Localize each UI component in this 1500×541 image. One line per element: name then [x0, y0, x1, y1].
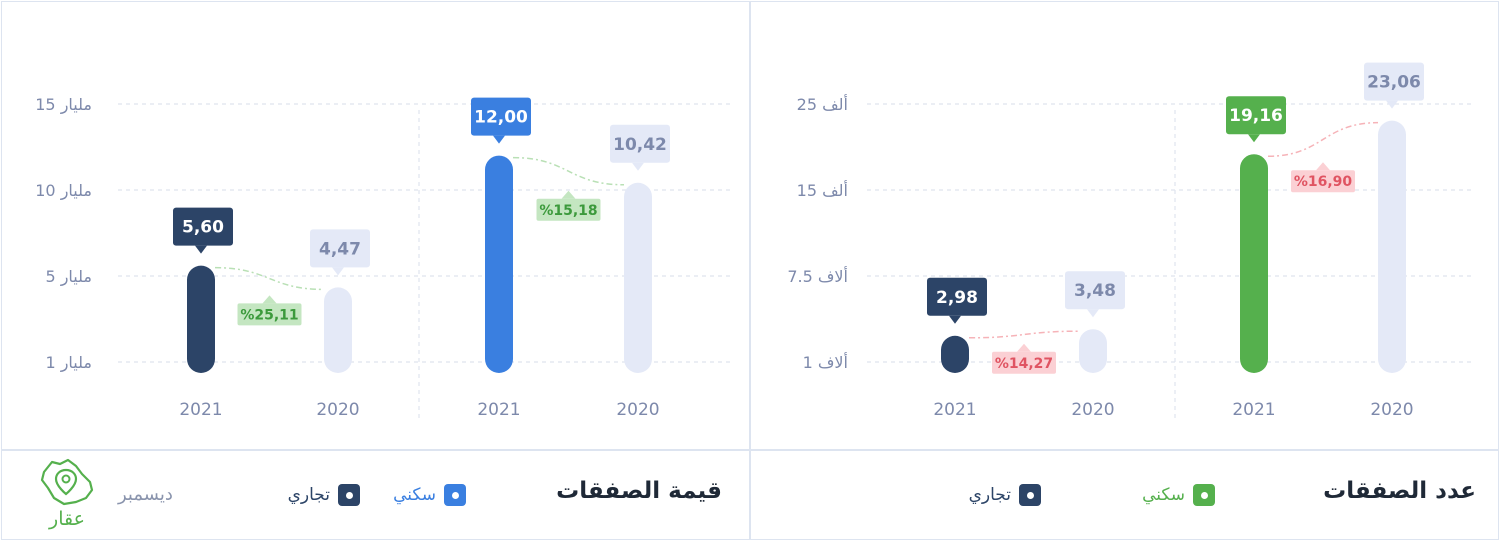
value-legend-residential[interactable]: سكني [393, 484, 466, 506]
value-callout-pointer [1248, 134, 1260, 143]
value-callout-pointer [1386, 100, 1398, 109]
change-badge [992, 351, 1056, 374]
change-badge-label: %15,18 [539, 203, 597, 219]
change-badge [1291, 170, 1355, 193]
value-legend-commercial-label: تجاري [287, 485, 330, 505]
data-label: 4,47 [319, 239, 361, 259]
bar-2020 [1378, 120, 1406, 374]
x-tick-label: 2020 [1370, 400, 1413, 420]
y-tick-label: 15 مليار [35, 95, 92, 115]
change-badge-pointer [1316, 162, 1330, 171]
value-callout-pointer [493, 135, 505, 144]
saudi-map-pin-icon [40, 458, 94, 506]
change-badge-pointer [1017, 343, 1031, 352]
value-callout-pointer [949, 315, 961, 324]
change-badge-label: %14,27 [995, 356, 1053, 372]
y-tick-label: 7.5 ألاف [787, 266, 848, 286]
data-label: 23,06 [1367, 73, 1421, 93]
change-badge-label: %16,90 [1294, 174, 1353, 190]
value-callout-pointer [1087, 309, 1099, 318]
commercial-legend-marker [338, 484, 360, 506]
aqar-logo-text: عقار [49, 508, 85, 530]
count-panel-title: عدد الصفقات [1323, 478, 1476, 504]
value-callout-pointer [195, 245, 207, 254]
trend-curve [1267, 121, 1379, 157]
y-tick-label: 25 ألف [797, 94, 848, 114]
value-legend-commercial[interactable]: تجاري [288, 484, 360, 506]
bar-2021 [187, 265, 215, 373]
bar-2020 [324, 287, 352, 373]
bar-2021 [941, 335, 969, 373]
change-badge [237, 303, 302, 326]
value-callout-box [927, 277, 987, 316]
count-legend-residential-label: سكني [1142, 485, 1185, 505]
x-tick-label: 2021 [933, 400, 976, 420]
data-label: 2,98 [936, 288, 978, 308]
value-callout-pointer [332, 267, 344, 276]
y-tick-label: 10 مليار [35, 181, 92, 201]
bar-2021 [1240, 154, 1268, 373]
trend-curve [968, 330, 1080, 339]
residential-legend-marker [444, 484, 466, 506]
y-tick-label: 15 ألف [797, 180, 848, 200]
value-legend-residential-label: سكني [393, 485, 436, 505]
data-label: 3,48 [1074, 281, 1116, 301]
data-label: 19,16 [1229, 106, 1283, 126]
y-tick-label: 1 مليار [45, 353, 92, 373]
x-tick-label: 2021 [1232, 400, 1275, 420]
trend-curve [214, 266, 325, 291]
value-callout-box [310, 229, 370, 268]
value-callout-box [1364, 62, 1424, 101]
panel-divider-vertical [749, 1, 751, 540]
count-legend-residential[interactable]: سكني [1142, 484, 1215, 506]
count-legend-commercial-label: تجاري [968, 485, 1011, 505]
value-callout-box [471, 97, 531, 136]
bar-2021 [485, 155, 513, 373]
trend-curve [512, 156, 625, 186]
charts-canvas: 1 مليار 5 مليار 10 مليار 15 مليار 5,60 2021 4,… [35, 62, 1475, 420]
value-callout-box [173, 207, 233, 246]
count-legend-commercial[interactable]: تجاري [969, 484, 1041, 506]
data-label: 12,00 [474, 108, 528, 128]
value-panel-title: قيمة الصفقات [556, 478, 722, 504]
change-badge [536, 198, 601, 221]
month-label: ديسمبر [118, 484, 173, 505]
commercial-legend-marker [1019, 484, 1041, 506]
y-tick-label: 1 ألاف [803, 352, 848, 372]
change-badge-label: %25,11 [240, 307, 298, 323]
change-badge-pointer [561, 190, 576, 199]
x-tick-label: 2021 [179, 400, 222, 420]
value-callout-box [1226, 96, 1286, 135]
data-label: 5,60 [182, 218, 224, 238]
change-badge-pointer [262, 295, 277, 304]
residential-legend-marker [1193, 484, 1215, 506]
value-callout-pointer [632, 162, 644, 171]
x-tick-label: 2020 [1071, 400, 1114, 420]
bar-2020 [624, 182, 652, 373]
aqar-logo: عقار [38, 458, 96, 534]
panel-divider-horizontal [1, 449, 1499, 451]
y-tick-label: 5 مليار [45, 267, 92, 287]
x-tick-label: 2020 [616, 400, 659, 420]
x-tick-label: 2020 [316, 400, 359, 420]
x-tick-label: 2021 [477, 400, 520, 420]
bar-2020 [1079, 329, 1107, 373]
data-label: 10,42 [613, 135, 667, 155]
value-callout-box [610, 124, 670, 163]
value-callout-box [1065, 271, 1125, 310]
